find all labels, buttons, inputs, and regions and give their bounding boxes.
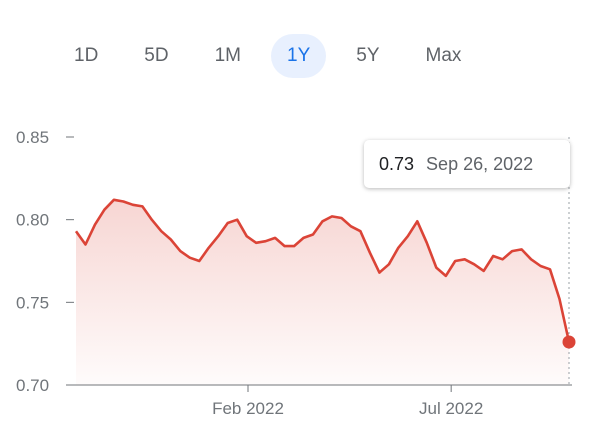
y-axis: 0.85 0.80 0.75 0.70: [16, 128, 74, 395]
x-tick-label: Jul 2022: [419, 399, 483, 418]
current-point-marker: [562, 335, 576, 349]
price-area: [76, 199, 569, 385]
range-tabs: 1D 5D 1M 1Y 5Y Max: [58, 34, 491, 78]
y-tick-label: 0.75: [16, 293, 49, 312]
y-tick-label: 0.80: [16, 211, 49, 230]
tab-1m[interactable]: 1M: [214, 45, 241, 66]
price-tooltip: 0.73 Sep 26, 2022: [364, 140, 570, 188]
tooltip-date: Sep 26, 2022: [426, 153, 534, 174]
price-line: [74, 198, 571, 343]
x-tick-label: Feb 2022: [212, 399, 284, 418]
y-tick-label: 0.70: [16, 376, 49, 395]
tab-1y[interactable]: 1Y: [271, 34, 327, 78]
y-tick-label: 0.85: [16, 128, 49, 147]
tab-5y[interactable]: 5Y: [356, 45, 380, 66]
tab-max[interactable]: Max: [425, 45, 462, 66]
tab-5d[interactable]: 5D: [144, 45, 169, 66]
x-axis: Feb 2022 Jul 2022: [66, 384, 572, 418]
tooltip-value: 0.73: [379, 153, 415, 174]
tab-1d[interactable]: 1D: [74, 45, 99, 66]
